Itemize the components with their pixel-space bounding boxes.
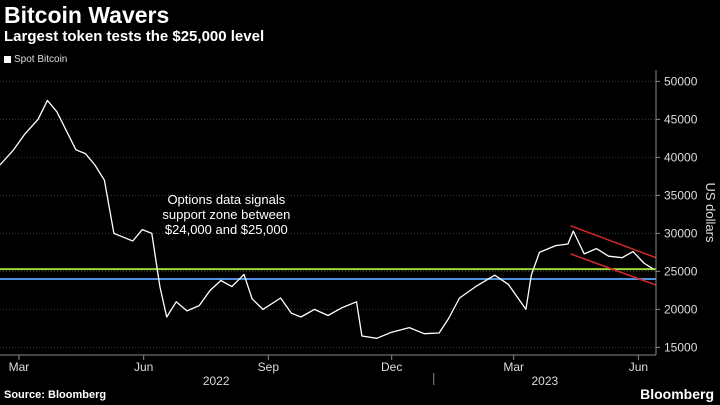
grid-layer — [0, 80, 656, 348]
y-tick-label: 30000 — [664, 226, 698, 240]
y-tick-label: 15000 — [664, 340, 698, 354]
x-tick-label: Mar — [503, 360, 524, 374]
brand-logo: Bloomberg — [640, 386, 714, 402]
y-tick-label: 45000 — [664, 112, 698, 126]
y-tick-label: 50000 — [664, 74, 698, 88]
channel-line — [570, 225, 657, 259]
legend-label: Spot Bitcoin — [14, 54, 68, 65]
y-tick-label: 25000 — [664, 264, 698, 278]
legend-swatch — [4, 56, 11, 63]
source-note: Source: Bloomberg — [4, 389, 107, 401]
series-line-spot-bitcoin — [0, 99, 654, 339]
x-group-label: 2023 — [532, 374, 559, 388]
chart-title: Bitcoin Wavers — [4, 2, 170, 28]
annotation-line: Options data signals — [167, 192, 285, 207]
channel-line — [570, 253, 657, 286]
y-tick-label: 35000 — [664, 188, 698, 202]
annotation-line: support zone between — [162, 207, 290, 222]
legend: Spot Bitcoin — [4, 54, 67, 65]
y-tick-label: 40000 — [664, 150, 698, 164]
x-tick-label: Jun — [629, 360, 648, 374]
x-group-label: 2022 — [203, 374, 230, 388]
channel-lines — [570, 225, 657, 286]
y-tick-label: 20000 — [664, 302, 698, 316]
reference-lines — [0, 268, 656, 280]
annotation-line: $24,000 and $25,000 — [165, 222, 288, 237]
chart-subtitle: Largest token tests the $25,000 level — [4, 28, 265, 45]
x-tick-label: Mar — [9, 360, 30, 374]
x-tick-label: Jun — [134, 360, 153, 374]
x-tick-label: Sep — [258, 360, 280, 374]
x-tick-label: Dec — [381, 360, 402, 374]
y-axis-label: US dollars — [703, 183, 718, 243]
series-layer — [0, 99, 654, 339]
axes: 15000 20000 25000 30000 35000 40000 45000 50000… — [0, 70, 718, 388]
